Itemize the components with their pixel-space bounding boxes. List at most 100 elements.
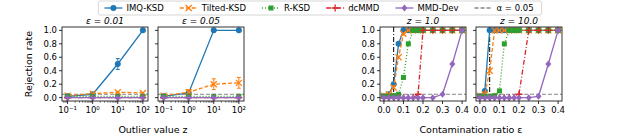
marker (506, 27, 512, 33)
series-line (164, 97, 239, 98)
x-tick (188, 101, 189, 104)
x-tick (462, 101, 463, 104)
x-tick-label: 0.0 (377, 105, 391, 115)
series-line (480, 30, 558, 96)
y-tick (473, 43, 476, 44)
panel-title: ε = 0.05 (182, 16, 220, 26)
marker (410, 27, 416, 33)
panel: 0.00.10.20.30.4z = 10.0 (473, 16, 565, 115)
y-tick (155, 84, 158, 85)
marker (420, 27, 426, 33)
marker (511, 27, 517, 33)
y-tick (155, 97, 158, 98)
marker (545, 27, 551, 33)
marker (459, 27, 465, 33)
marker (506, 27, 512, 33)
marker (516, 27, 522, 33)
y-tick (473, 97, 476, 98)
marker (420, 27, 426, 33)
y-tick-label: 0.2 (361, 79, 375, 89)
marker (440, 27, 446, 33)
y-tick-label: 1.0 (361, 25, 375, 35)
y-tick (59, 30, 62, 31)
marker (502, 41, 507, 46)
marker (545, 61, 551, 68)
legend-label: Tilted-KSD (201, 3, 247, 13)
marker (459, 27, 465, 33)
x-tick-label: 0.2 (416, 105, 430, 115)
marker (236, 27, 242, 33)
x-tick-label: 10² (232, 105, 246, 115)
marker (535, 27, 542, 34)
marker (420, 27, 427, 34)
marker (439, 27, 446, 34)
marker (161, 94, 167, 101)
y-tick-label: 0.6 (43, 52, 57, 62)
error-bar (237, 77, 241, 88)
marker (516, 94, 522, 101)
marker (487, 68, 493, 74)
series-line (68, 30, 143, 96)
marker (536, 27, 542, 33)
marker (211, 27, 217, 33)
marker (525, 27, 532, 34)
frame (158, 27, 244, 101)
marker (89, 94, 96, 101)
plot-area (380, 27, 466, 101)
x-tick-label: 0.1 (493, 105, 507, 115)
y-tick-label: 0.2 (43, 79, 57, 89)
marker (115, 94, 121, 101)
marker (555, 27, 561, 34)
y-tick (155, 57, 158, 58)
marker (420, 94, 426, 101)
figure: 0.00.20.40.60.81.010⁻¹10⁰10¹10²ε = 0.011… (0, 0, 640, 139)
series-line (480, 30, 558, 96)
marker (555, 27, 561, 33)
frame (380, 27, 466, 101)
marker (450, 28, 455, 33)
marker (497, 88, 502, 93)
legend-frame (98, 1, 541, 15)
marker (546, 28, 551, 33)
legend-marker (186, 5, 192, 11)
marker (555, 27, 561, 33)
series-line (384, 30, 462, 95)
y-tick (155, 30, 158, 31)
y-tick-label: 1.0 (43, 25, 57, 35)
y-tick (473, 70, 476, 71)
marker (406, 41, 411, 46)
marker (236, 80, 242, 86)
legend-marker (268, 6, 273, 11)
y-tick (155, 43, 158, 44)
legend-marker (332, 5, 339, 12)
legend-marker (401, 5, 407, 12)
y-tick (59, 43, 62, 44)
y-tick-label: 0.8 (361, 39, 375, 49)
marker (526, 27, 532, 33)
marker (555, 27, 562, 34)
series-line (68, 92, 143, 95)
marker (391, 85, 397, 91)
x-tick-label: 10² (136, 105, 150, 115)
x-tick-label: 0.4 (455, 105, 469, 115)
x-tick (383, 101, 384, 104)
x-tick (163, 101, 164, 104)
x-tick-label: 0.0 (473, 105, 487, 115)
marker (186, 94, 192, 101)
panel: 0.00.20.40.60.81.010⁻¹10⁰10¹10²ε = 0.01 (43, 16, 150, 115)
x-tick-label: 0.1 (397, 105, 411, 115)
y-tick (59, 70, 62, 71)
frame (62, 27, 148, 101)
marker (440, 27, 446, 33)
marker (421, 28, 426, 33)
marker (526, 27, 532, 33)
x-tick (403, 101, 404, 104)
y-tick-label: 0.0 (361, 93, 375, 103)
series-line (384, 30, 462, 96)
y-tick-label: 0.4 (361, 66, 375, 76)
x-tick-label: 10⁻¹ (58, 105, 77, 115)
marker (210, 94, 217, 101)
marker (449, 27, 456, 34)
marker (140, 94, 146, 101)
y-tick-label: 0.8 (43, 39, 57, 49)
